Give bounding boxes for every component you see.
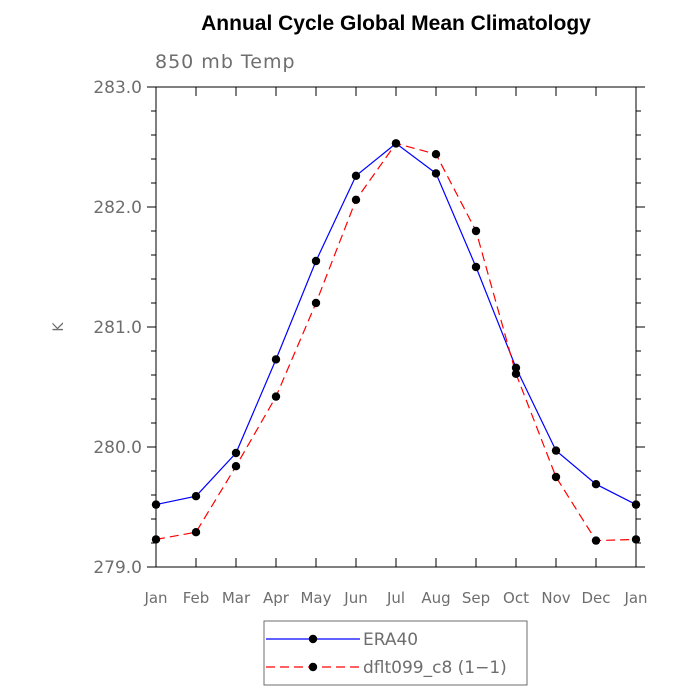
series-1-point: [231, 462, 241, 471]
series-0-point: [351, 171, 361, 180]
series-0-point: [311, 256, 321, 266]
ticks-layer: Jan Feb Mar Apr May Jun Jul Aug Sep Oct Nov Dec Jan2…: [93, 78, 647, 607]
x-tick-label: Mar: [222, 589, 251, 607]
plot-frame: [155, 86, 637, 568]
chart-subtitle: 850 mb Temp: [155, 51, 296, 73]
series-0-point: [271, 355, 281, 364]
series-1-point: [431, 150, 441, 159]
series-0-point: [631, 500, 641, 509]
series-1-point: [551, 472, 561, 482]
x-tick-label: Feb: [183, 589, 210, 607]
series-line-0: [155, 142, 637, 506]
series-0-point: [431, 169, 441, 178]
x-tick-label: Jan: [143, 589, 167, 607]
series-0-point: [151, 500, 161, 509]
series-0-point: [511, 363, 521, 372]
y-tick-label: 282.0: [93, 198, 142, 218]
legend-box: [263, 620, 528, 686]
x-tick-label: Apr: [263, 589, 290, 607]
chart-title: Annual Cycle Global Mean Climatology: [201, 12, 591, 35]
series-1-point: [151, 535, 161, 544]
series-1-point: [351, 195, 361, 204]
x-tick-label: Sep: [462, 589, 490, 607]
x-tick-label: Jun: [343, 589, 367, 607]
series-1-point: [471, 226, 481, 236]
series-0-point: [191, 492, 201, 501]
series-0-point: [231, 448, 241, 458]
x-tick-label: Oct: [503, 589, 529, 607]
legend-label-1: dflt099_c8 (1−1): [363, 658, 507, 678]
series-0-point: [551, 446, 561, 455]
x-tick-label: Aug: [421, 589, 450, 607]
series-layer: [151, 139, 641, 545]
series-1-point: [511, 369, 521, 378]
x-tick-label: Nov: [541, 589, 570, 607]
x-tick-label: Jul: [386, 589, 405, 607]
series-0-point: [471, 262, 481, 272]
y-axis-label: K: [51, 322, 67, 332]
y-tick-label: 280.0: [93, 438, 142, 458]
series-1-point: [271, 392, 281, 401]
series-1-point: [591, 536, 601, 545]
y-tick-label: 279.0: [93, 558, 142, 578]
x-tick-label: May: [300, 589, 331, 607]
legend-label-0: ERA40: [363, 630, 418, 650]
series-line-1: [155, 142, 637, 542]
y-tick-label: 281.0: [93, 318, 142, 338]
x-tick-label: Dec: [581, 589, 610, 607]
legend-marker-1: [308, 662, 318, 672]
y-tick-label: 283.0: [93, 78, 142, 98]
series-1-point: [391, 139, 401, 148]
series-1-point: [631, 535, 641, 544]
series-1-point: [311, 298, 321, 308]
x-tick-label: Jan: [623, 589, 647, 607]
legend: ERA40 dflt099_c8 (1−1): [263, 620, 528, 686]
series-1-point: [191, 528, 201, 537]
legend-marker-0: [308, 634, 318, 644]
series-0-point: [591, 480, 601, 489]
